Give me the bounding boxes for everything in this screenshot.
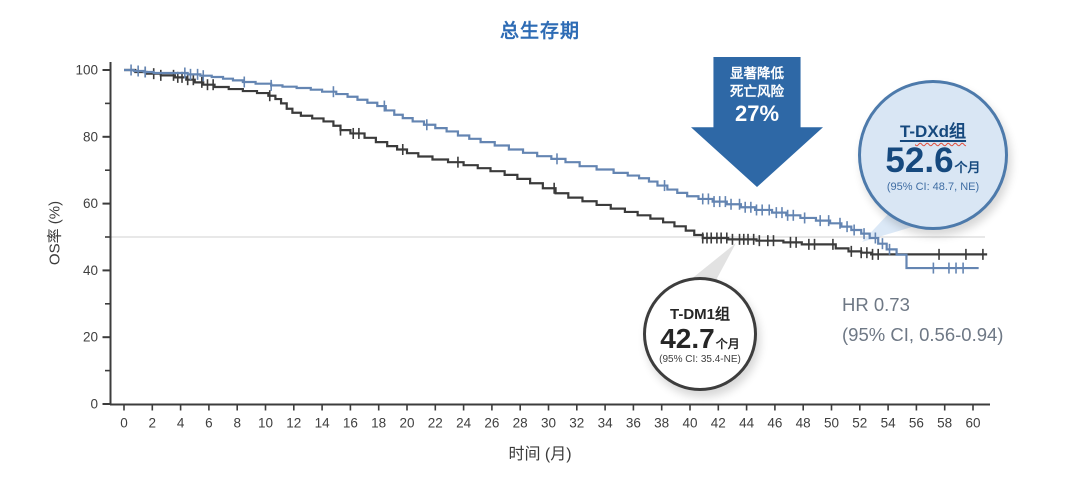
tick-label: 60 [83,196,98,211]
tdxd-badge-title: T-DXd组 [900,117,966,142]
x-axis-label: 时间 (月) [508,446,572,463]
tick-label: 36 [626,416,641,431]
tdxd-censor-marks [130,64,964,274]
tdm1-badge-title: T-DM1组 [669,305,730,323]
tdm1-curve [124,68,988,256]
tdxd-badge-value-row: 52.6 个月 [885,141,981,181]
tick-label: 8 [233,416,241,431]
tdm1-median-badge: T-DM1组 42.7 个月 (95% CI: 35.4-NE) [643,277,757,391]
hazard-ratio-note: HR 0.73 (95% CI, 0.56-0.94) [842,290,1003,349]
tick-label: 0 [120,416,128,431]
risk-arrow-percent: 27% [734,101,780,127]
tick-label: 42 [711,416,726,431]
tick-label: 58 [937,416,952,431]
tdxd-badge-title-prefix: T- [899,122,916,142]
tick-label: 80 [83,129,98,144]
tick-label: 100 [75,63,98,78]
tick-label: 56 [909,416,924,431]
tick-label: 10 [258,416,273,431]
tick-label: 6 [205,416,213,431]
tdxd-badge-title-rest: DXd组 [915,122,967,142]
risk-arrow-line1: 显著降低 [730,66,784,81]
tdxd-median-ci: (95% CI: 48.7, NE) [886,180,980,193]
tick-label: 20 [399,416,414,431]
tick-label: 0 [90,397,98,412]
tdm1-median-value: 42.7 [660,322,715,354]
tick-label: 60 [965,416,980,431]
tick-label: 26 [484,416,499,431]
tick-label: 34 [598,416,614,431]
risk-arrow-line2: 死亡风险 [730,83,784,99]
tick-label: 2 [149,416,157,431]
tick-label: 46 [767,416,782,431]
tick-label: 50 [824,416,839,431]
tdm1-median-ci: (95% CI: 35.4-NE) [659,354,741,366]
tick-label: 24 [456,416,472,431]
tick-label: 44 [739,416,755,431]
tick-label: 30 [541,416,556,431]
tick-label: 4 [177,416,185,431]
tick-label: 28 [513,416,528,431]
tick-label: 40 [83,263,98,278]
tdm1-median-unit: 个月 [715,336,740,351]
tdm1-badge-value-row: 42.7 个月 [660,322,740,355]
tick-label: 22 [428,416,443,431]
tick-label: 32 [569,416,584,431]
tick-label: 38 [654,416,669,431]
hazard-ratio-ci: (95% CI, 0.56-0.94) [842,323,1004,345]
tick-label: 54 [881,416,897,431]
tick-label: 16 [343,416,358,431]
tick-label: 12 [286,416,301,431]
tdxd-median-value: 52.6 [885,141,954,181]
tick-label: 52 [852,416,867,431]
page-title: 总生存期 [499,21,580,42]
tick-label: 40 [682,416,697,431]
tdxd-median-badge: T-DXd组 52.6 个月 (95% CI: 48.7, NE) [858,80,1008,230]
tick-label: 48 [796,416,811,431]
tick-label: 20 [83,330,98,345]
tdm1-censor-marks [144,66,984,260]
tdxd-curve [124,68,979,270]
hazard-ratio-value: HR 0.73 [842,294,910,315]
tick-label: 18 [371,416,386,431]
axes [102,62,990,411]
tick-label: 14 [315,416,331,431]
tdxd-median-unit: 个月 [954,160,981,176]
